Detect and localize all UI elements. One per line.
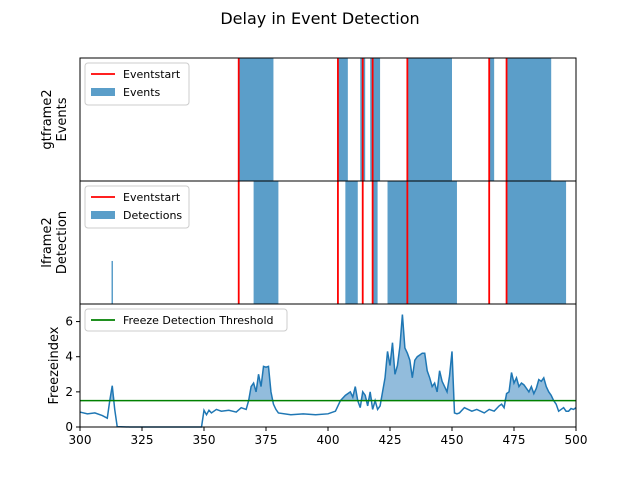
x-tick-label: 475 (503, 433, 526, 447)
x-tick-label: 325 (131, 433, 154, 447)
interval-bar (372, 181, 378, 304)
ylabel-line: lframe2 (40, 217, 55, 267)
legend-bar-label: Events (123, 86, 161, 99)
legend-bar-swatch (91, 211, 115, 219)
ylabel-line: Freezeindex (47, 326, 62, 404)
ylabel-line: Detection (55, 211, 70, 274)
interval-bar (238, 58, 274, 181)
freezeindex-fill (80, 314, 576, 401)
x-tick-label: 300 (69, 433, 92, 447)
x-tick-label: 425 (379, 433, 402, 447)
legend-eventstart-label: Eventstart (123, 68, 181, 81)
interval-bar (407, 58, 452, 181)
detection-legend: Eventstart Detections (84, 185, 190, 229)
legend-eventstart-label: Eventstart (123, 191, 181, 204)
x-tick-label: 400 (317, 433, 340, 447)
legend-bar-swatch (91, 88, 115, 96)
legend-box (84, 308, 288, 332)
freezeindex-legend: Freeze Detection Threshold (84, 308, 288, 332)
x-tick-label: 450 (441, 433, 464, 447)
interval-bar (253, 181, 279, 304)
legend-bar-label: Detections (123, 209, 182, 222)
events-ylabel: gtframe2Events (40, 89, 70, 149)
legend-threshold-label: Freeze Detection Threshold (123, 314, 274, 327)
chart-title: Delay in Event Detection (220, 9, 419, 28)
interval-bar (387, 181, 457, 304)
freezeindex-ylabel: Freezeindex (47, 326, 62, 404)
x-tick-label: 350 (193, 433, 216, 447)
x-tick-label: 375 (255, 433, 278, 447)
freezeindex-line (79, 314, 577, 428)
y-tick-label: 6 (65, 315, 73, 329)
interval-bar (506, 58, 552, 181)
detection-panel: Eventstart Detections lframe2Detection (40, 180, 577, 305)
events-legend: Eventstart Events (84, 62, 190, 106)
interval-bar (337, 58, 348, 181)
ylabel-line: gtframe2 (40, 89, 55, 149)
freezeindex-panel: 300 325 350 375 400 425 450 475 500 0 2 4 6 Freeze D… (47, 303, 588, 447)
x-tick-label: 500 (565, 433, 588, 447)
detection-ylabel: lframe2Detection (40, 211, 70, 274)
interval-bar (489, 58, 495, 181)
y-tick-label: 2 (65, 385, 73, 399)
y-tick-label: 0 (65, 420, 73, 434)
y-tick-label: 4 (65, 350, 73, 364)
interval-bar (370, 58, 381, 181)
interval-bar (345, 181, 358, 304)
ylabel-line: Events (55, 97, 70, 141)
interval-bar (506, 181, 567, 304)
